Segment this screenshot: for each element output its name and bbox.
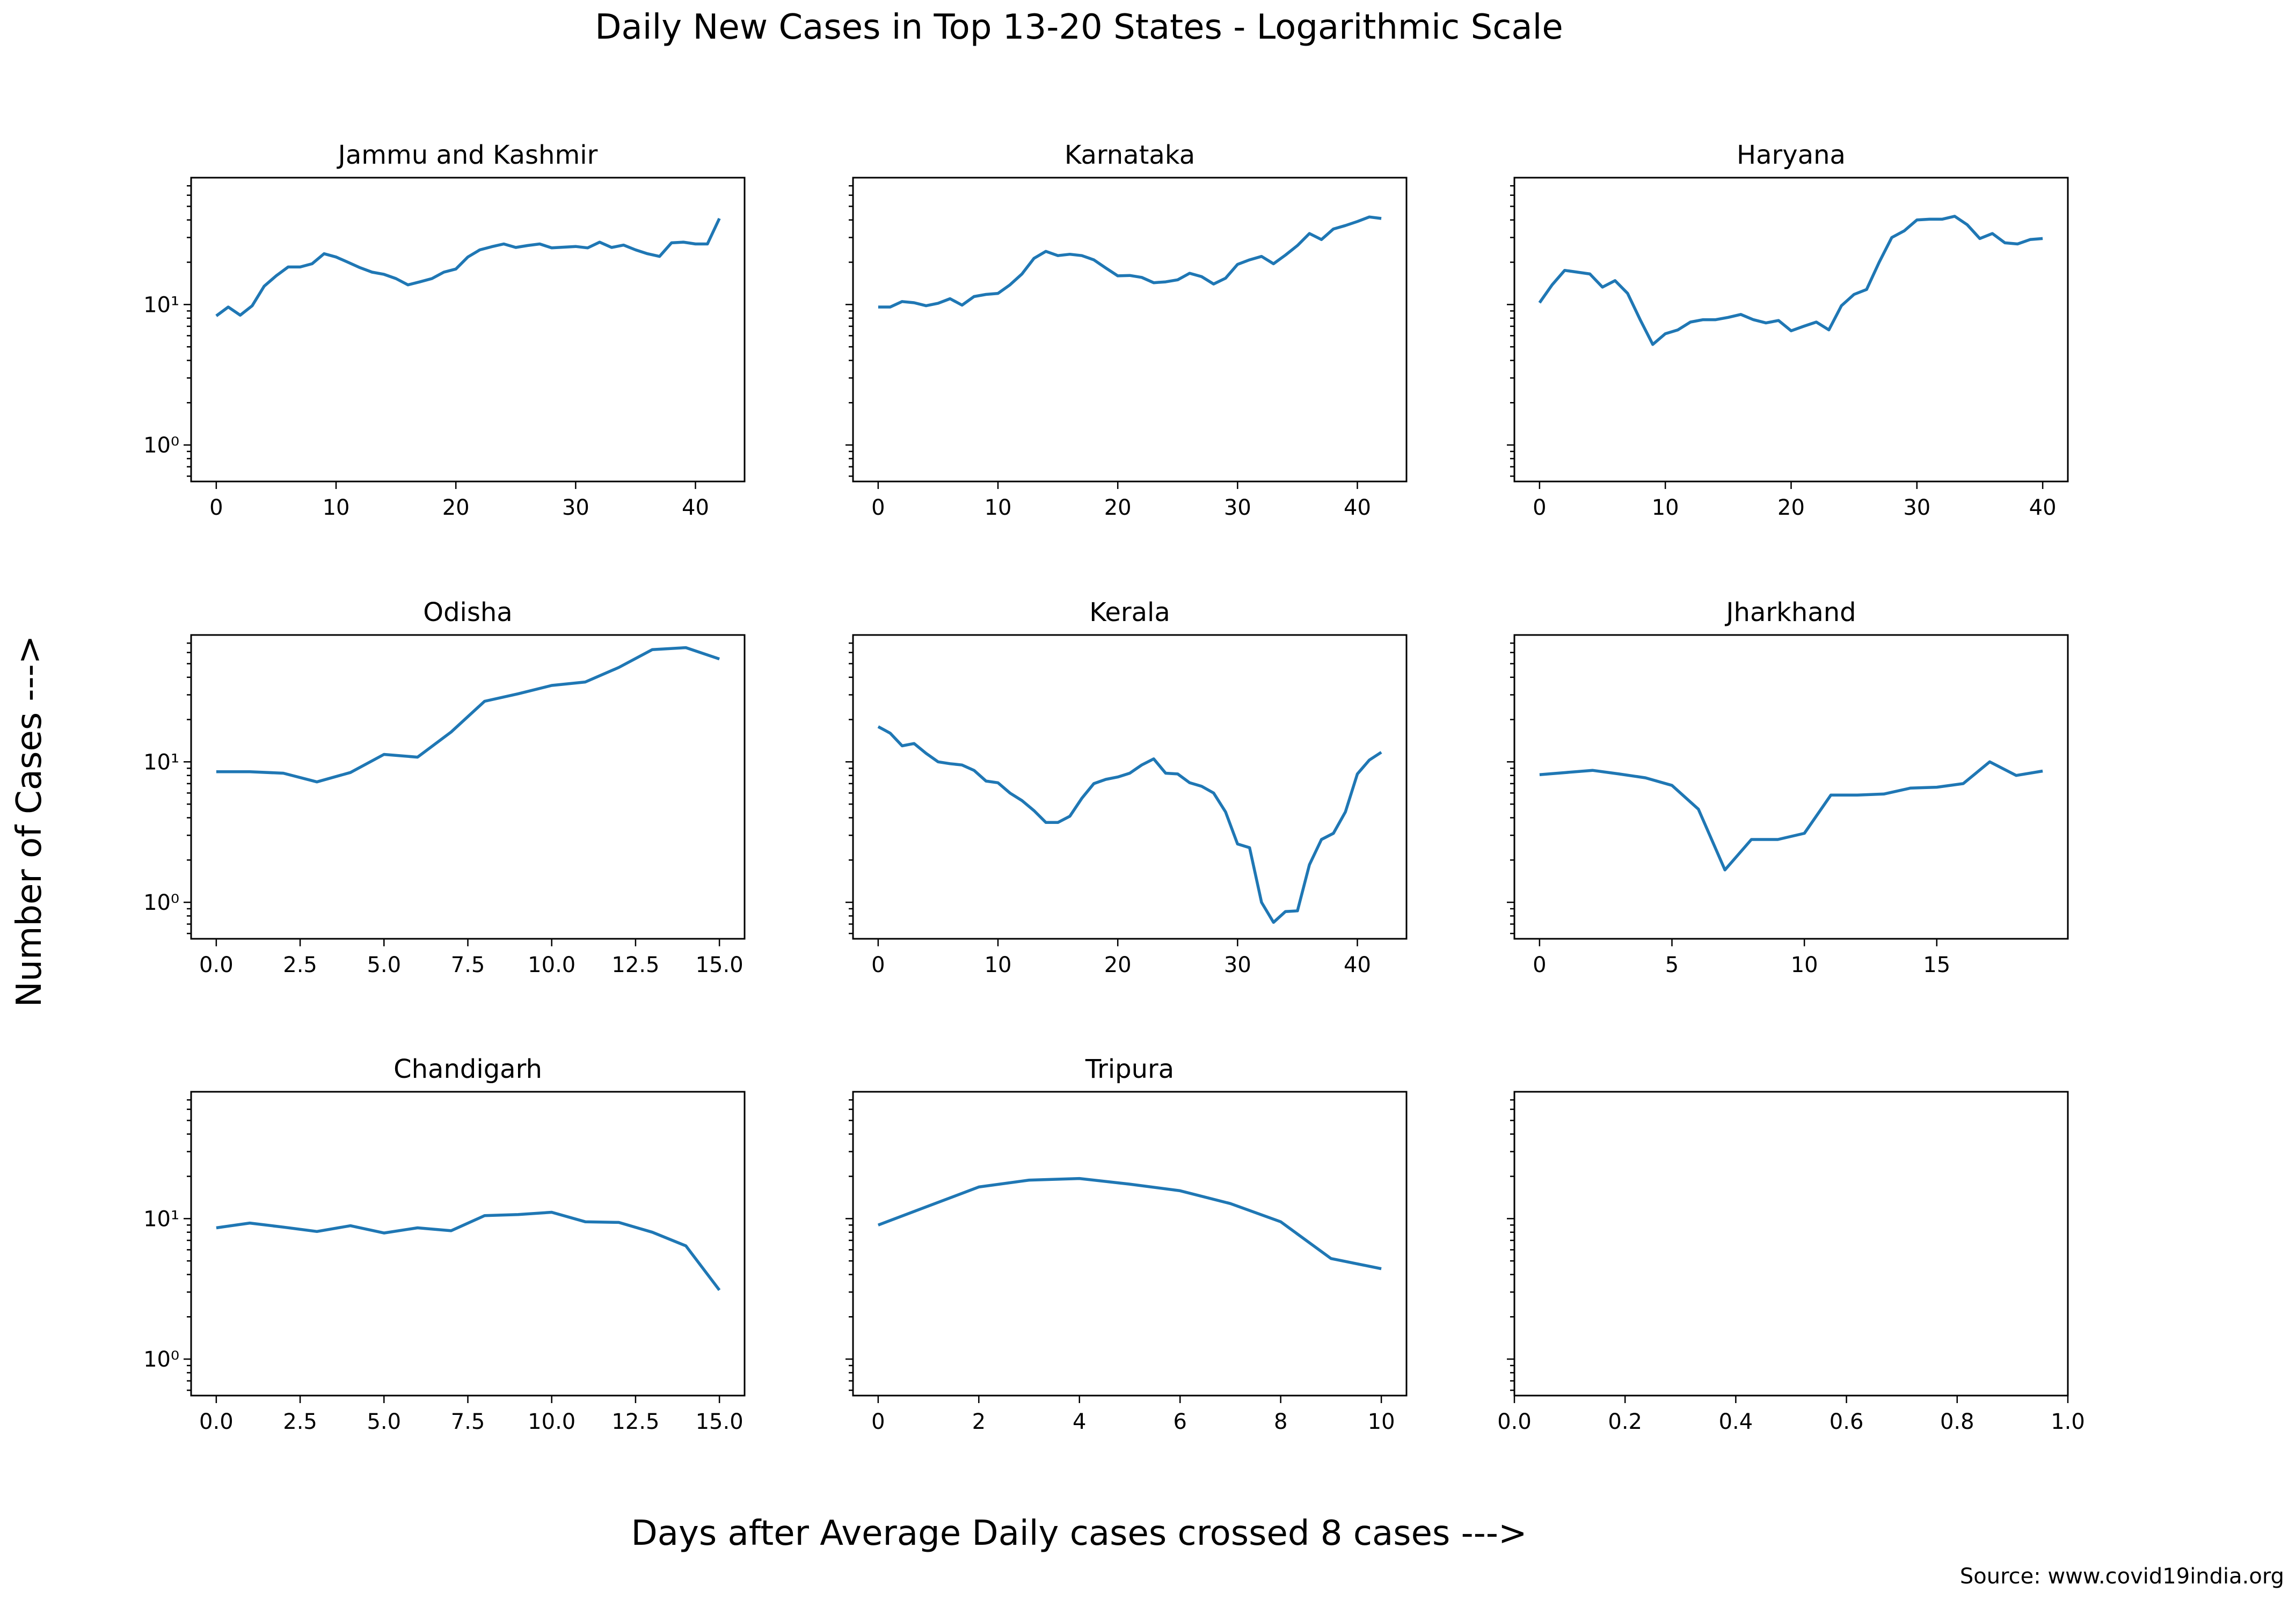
y-tick-label: 10¹ <box>143 750 179 775</box>
subplot: Kerala 0 10 20 30 40 <box>845 597 1408 977</box>
x-tick-label: 0.8 <box>1940 1410 1974 1434</box>
x-tick-label: 7.5 <box>451 1410 485 1434</box>
plot-frame <box>852 1091 1408 1397</box>
x-tick-label: 2.5 <box>283 1410 317 1434</box>
x-tick-label: 0.0 <box>1497 1410 1532 1434</box>
plot-frame <box>1513 1091 2069 1397</box>
subplot-title: Haryana <box>1737 140 1846 170</box>
x-tick-label: 20 <box>1777 495 1805 520</box>
x-tick-label: 10 <box>1368 1410 1395 1434</box>
x-tick-label: 40 <box>682 495 709 520</box>
y-tick-label: 10¹ <box>143 293 179 317</box>
series-line <box>216 1210 721 1291</box>
x-tick-label: 5.0 <box>367 953 401 977</box>
figure-xlabel: Days after Average Daily cases crossed 8… <box>631 1514 1527 1553</box>
series-line <box>216 646 720 784</box>
plot-frame <box>852 634 1408 940</box>
x-tick-label: 6 <box>1173 1410 1187 1434</box>
x-tick-label: 5 <box>1665 953 1679 977</box>
series-line <box>1538 215 2043 346</box>
x-tick-label: 10.0 <box>528 1410 575 1434</box>
x-tick-label: 40 <box>2029 495 2057 520</box>
x-tick-label: 10.0 <box>528 953 575 977</box>
x-tick-label: 5.0 <box>367 1410 401 1434</box>
series-line <box>1539 760 2043 872</box>
figure-title: Daily New Cases in Top 13-20 States - Lo… <box>595 8 1563 47</box>
x-tick-label: 0.4 <box>1719 1410 1753 1434</box>
x-tick-label: 20 <box>1104 953 1132 977</box>
y-tick-label: 10⁰ <box>143 890 179 915</box>
x-tick-label: 12.5 <box>611 953 659 977</box>
y-tick-label: 10⁰ <box>143 433 179 458</box>
subplot: Jammu and Kashmir 10⁰ 10¹ 0 10 20 30 40 <box>143 140 746 520</box>
x-tick-label: 0 <box>871 953 885 977</box>
series-line <box>877 725 1382 924</box>
figure-ylabel: Number of Cases ---> <box>10 636 49 1007</box>
source-note: Source: www.covid19india.org <box>1960 1564 2284 1589</box>
plot-frame <box>1513 177 2069 483</box>
x-tick-label: 40 <box>1344 495 1371 520</box>
x-tick-label: 0.6 <box>1829 1410 1864 1434</box>
subplot-title: Tripura <box>1085 1054 1174 1084</box>
plot-frame <box>1513 634 2069 940</box>
x-tick-label: 0.0 <box>199 1410 234 1434</box>
series-line <box>215 217 721 317</box>
subplot-title: Jharkhand <box>1724 597 1856 627</box>
series-line <box>877 1177 1382 1271</box>
x-tick-label: 15 <box>1923 953 1950 977</box>
x-tick-label: 2.5 <box>283 953 317 977</box>
x-tick-label: 30 <box>562 495 589 520</box>
x-tick-label: 2 <box>972 1410 986 1434</box>
subplot: Karnataka 0 10 20 30 40 <box>845 140 1408 520</box>
subplot: Jharkhand 0 5 10 15 <box>1507 597 2069 977</box>
x-tick-label: 12.5 <box>611 1410 659 1434</box>
x-tick-label: 0 <box>209 495 223 520</box>
subplot: Odisha 10⁰ 10¹ 0.0 2.5 5.0 7.5 10.0 12.5 15.0 <box>143 597 746 977</box>
x-tick-label: 10 <box>1791 953 1818 977</box>
x-tick-label: 7.5 <box>451 953 485 977</box>
x-tick-label: 8 <box>1274 1410 1287 1434</box>
subplot-title: Jammu and Kashmir <box>337 140 598 170</box>
x-tick-label: 10 <box>985 953 1012 977</box>
y-tick-label: 10¹ <box>143 1207 179 1231</box>
x-tick-label: 10 <box>985 495 1012 520</box>
series-line <box>878 215 1382 309</box>
x-tick-label: 1.0 <box>2051 1410 2085 1434</box>
x-tick-label: 0.0 <box>199 953 234 977</box>
x-tick-label: 0 <box>871 1410 885 1434</box>
subplot-title: Karnataka <box>1065 140 1195 170</box>
x-tick-label: 30 <box>1224 953 1251 977</box>
subplot: 0.0 0.2 0.4 0.6 0.8 1.0 <box>1497 1091 2085 1434</box>
x-tick-label: 20 <box>442 495 470 520</box>
plot-frame <box>190 634 746 940</box>
x-tick-label: 20 <box>1104 495 1132 520</box>
x-tick-label: 0 <box>871 495 885 520</box>
x-tick-label: 0.2 <box>1608 1410 1642 1434</box>
x-tick-label: 10 <box>1652 495 1679 520</box>
x-tick-label: 40 <box>1344 953 1371 977</box>
x-tick-label: 10 <box>323 495 350 520</box>
plot-frame <box>190 1091 746 1397</box>
plot-frame <box>190 177 746 483</box>
x-tick-label: 0 <box>1533 495 1546 520</box>
subplot: Tripura 0 2 4 6 8 10 <box>845 1054 1408 1434</box>
subplot-title: Odisha <box>423 597 512 627</box>
x-tick-label: 30 <box>1224 495 1251 520</box>
x-tick-label: 4 <box>1073 1410 1086 1434</box>
subplot: Haryana 0 10 20 30 40 <box>1507 140 2069 520</box>
x-tick-label: 30 <box>1903 495 1930 520</box>
subplot-title: Kerala <box>1089 597 1170 627</box>
x-tick-label: 0 <box>1533 953 1546 977</box>
x-tick-label: 15.0 <box>696 1410 744 1434</box>
plot-frame <box>852 177 1408 483</box>
subplot: Chandigarh 10⁰ 10¹ 0.0 2.5 5.0 7.5 10.0 12.5 15.0 <box>143 1054 746 1434</box>
subplot-title: Chandigarh <box>393 1054 542 1084</box>
y-tick-label: 10⁰ <box>143 1347 179 1372</box>
x-tick-label: 15.0 <box>696 953 744 977</box>
